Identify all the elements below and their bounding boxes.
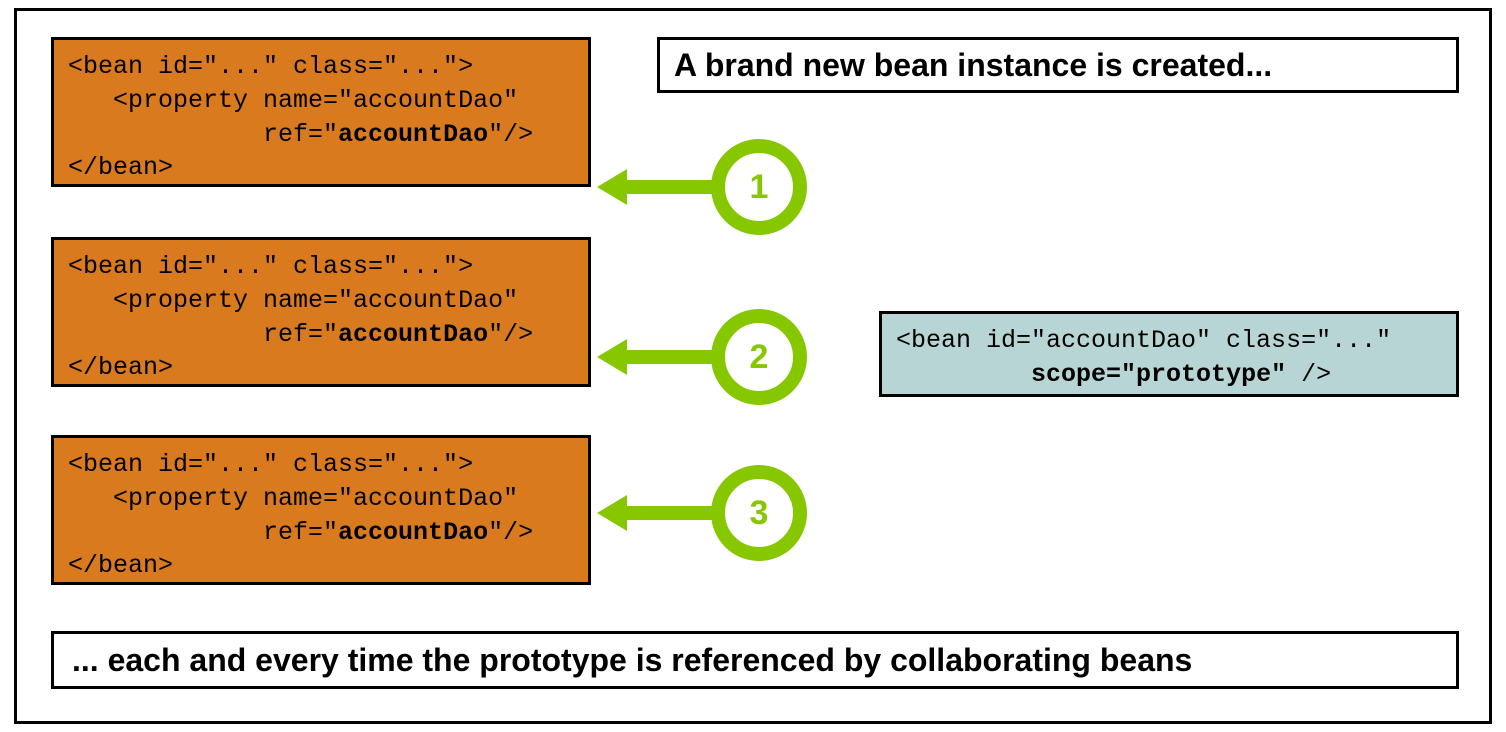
footer-text: ... each and every time the prototype is… <box>72 642 1192 679</box>
arrow-head-3 <box>597 495 627 531</box>
step-number: 2 <box>750 338 769 377</box>
step-number: 3 <box>750 494 769 533</box>
bean-box-3: <bean id="..." class="..."> <property na… <box>51 435 591 585</box>
step-circle-1: 1 <box>711 139 807 235</box>
prototype-bean-box: <bean id="accountDao" class="..." scope=… <box>879 311 1459 397</box>
arrow-shaft-3 <box>627 506 723 520</box>
arrow-head-1 <box>597 169 627 205</box>
title-text: A brand new bean instance is created... <box>674 47 1272 84</box>
title-box: A brand new bean instance is created... <box>657 37 1459 93</box>
footer-box: ... each and every time the prototype is… <box>51 631 1459 689</box>
diagram-frame: A brand new bean instance is created... … <box>14 8 1492 724</box>
arrow-shaft-2 <box>627 350 723 364</box>
arrow-head-2 <box>597 339 627 375</box>
bean-box-2: <bean id="..." class="..."> <property na… <box>51 237 591 387</box>
step-circle-3: 3 <box>711 465 807 561</box>
step-circle-2: 2 <box>711 309 807 405</box>
step-number: 1 <box>750 168 769 207</box>
arrow-shaft-1 <box>627 180 723 194</box>
bean-box-1: <bean id="..." class="..."> <property na… <box>51 37 591 187</box>
